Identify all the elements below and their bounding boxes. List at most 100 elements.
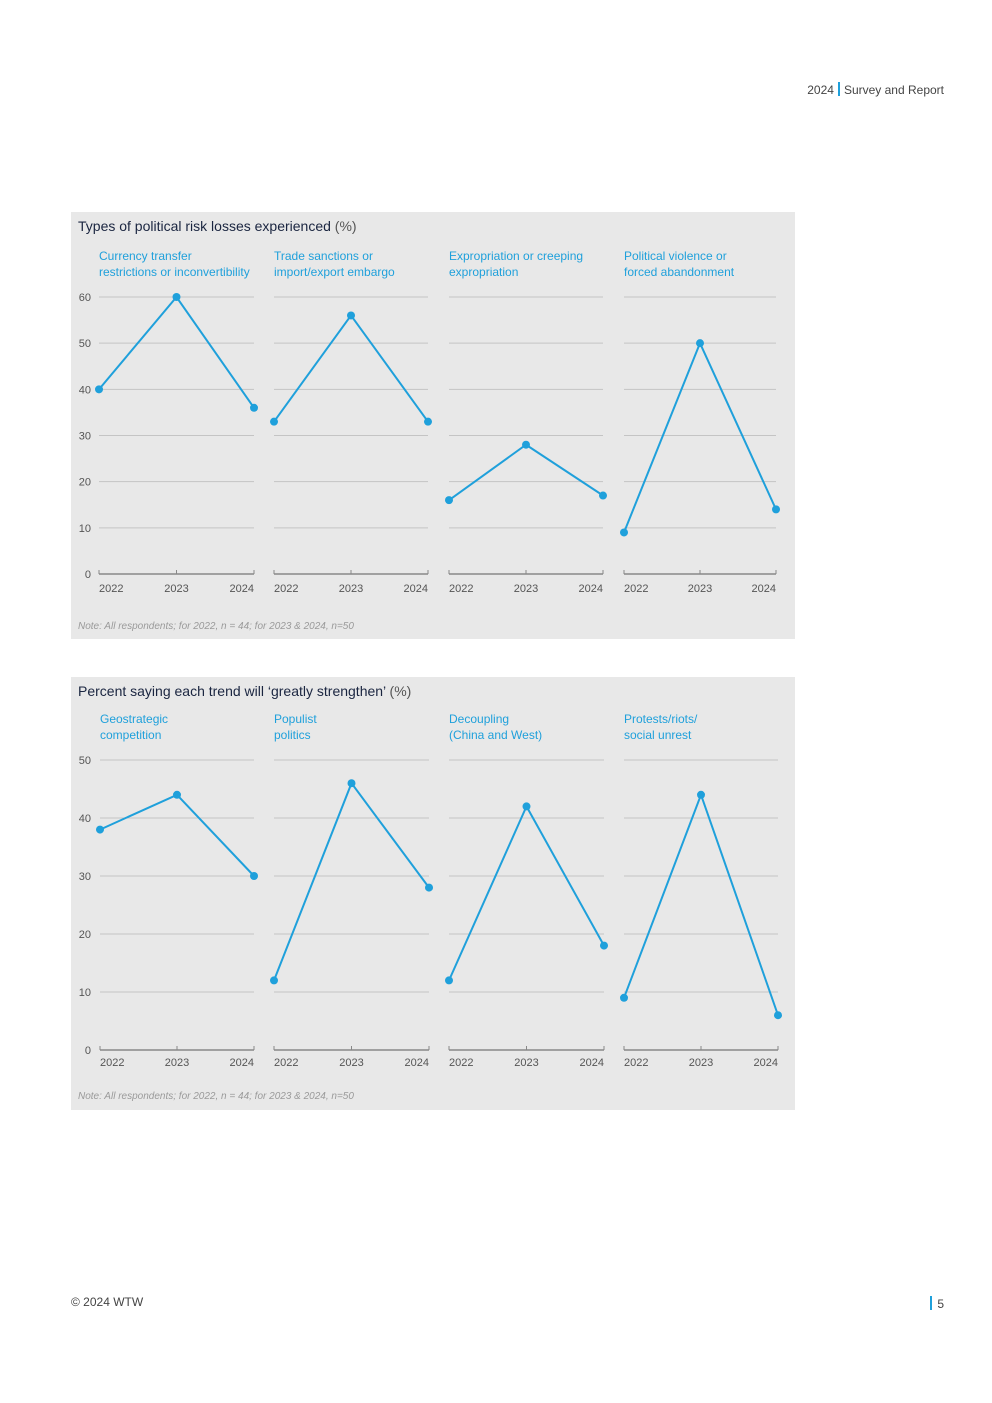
series-label: Trade sanctions or (274, 249, 373, 263)
y-tick-label: 50 (79, 338, 91, 350)
chart-title-text: Percent saying each trend will ‘greatly … (78, 683, 386, 699)
chart-svg: 0 10 20 30 40 50 Geostrategic competition 2022 20… (79, 712, 782, 1069)
footer-page-number: 5 (930, 1296, 944, 1311)
series-label: social unrest (624, 728, 692, 742)
data-point (270, 417, 278, 426)
x-tick-label: 2024 (405, 1057, 429, 1069)
chart-title-unit: (%) (389, 683, 412, 699)
x-tick-label: 2023 (689, 1057, 713, 1069)
x-tick-label: 2023 (165, 1057, 189, 1069)
series-label: Protests/riots/ (624, 712, 698, 726)
data-point (172, 293, 181, 301)
data-point (620, 993, 628, 1002)
series-line (623, 340, 777, 533)
series-label: Populist (274, 712, 317, 726)
data-point (697, 790, 705, 799)
x-tick-label: 2024 (230, 583, 254, 595)
header-year: 2024 (807, 83, 834, 97)
series-label: restrictions or inconvertibility (99, 265, 250, 279)
x-tick-label: 2022 (274, 583, 298, 595)
footer-copyright: © 2024 WTW (71, 1295, 144, 1309)
data-point (445, 496, 453, 505)
chart-title: Types of political risk losses experienc… (78, 218, 357, 234)
series-label: expropriation (449, 265, 518, 279)
header-divider (837, 82, 840, 96)
data-point (522, 802, 531, 811)
data-point (250, 403, 258, 412)
series-line (273, 781, 430, 981)
x-tick-label: 2023 (688, 583, 712, 595)
x-tick-label: 2024 (230, 1057, 254, 1069)
y-tick-label: 60 (79, 292, 91, 304)
series-label: politics (274, 728, 311, 742)
data-point (522, 440, 530, 449)
series-label: Currency transfer (99, 249, 192, 263)
chart-panel-political-risk-losses: Types of political risk losses experienc… (71, 212, 795, 639)
series-label: import/export embargo (274, 265, 395, 279)
chart-note: Note: All respondents; for 2022, n = 44;… (78, 621, 354, 632)
data-point (270, 976, 278, 985)
x-tick-label: 2023 (514, 1057, 538, 1069)
chart-title: Percent saying each trend will ‘greatly … (78, 683, 411, 699)
x-tick-label: 2023 (339, 583, 363, 595)
x-tick-label: 2023 (514, 583, 538, 595)
x-tick-label: 2024 (754, 1057, 778, 1069)
data-point (425, 883, 433, 892)
y-tick-label: 50 (79, 755, 91, 767)
series-label: Political violence or (624, 249, 727, 263)
chart-svg: 0 10 20 30 40 50 60 Currency transfer restrictio… (79, 249, 780, 595)
series-label: Decoupling (449, 712, 509, 726)
y-tick-label: 20 (79, 477, 91, 489)
series-label: Expropriation or creeping (449, 249, 583, 263)
data-point (599, 491, 607, 500)
data-point (173, 790, 181, 799)
data-point (424, 417, 432, 426)
x-tick-label: 2024 (579, 583, 603, 595)
series-line (448, 804, 605, 981)
y-tick-label: 0 (85, 569, 91, 581)
data-point (347, 779, 356, 788)
data-point (96, 825, 104, 834)
x-tick-label: 2024 (580, 1057, 604, 1069)
data-point (347, 311, 355, 320)
chart-title-text: Types of political risk losses experienc… (78, 218, 331, 234)
x-tick-label: 2022 (99, 583, 123, 595)
y-tick-label: 20 (79, 929, 91, 941)
y-tick-label: 40 (79, 384, 91, 396)
data-point (600, 941, 608, 950)
x-tick-label: 2022 (100, 1057, 124, 1069)
header-title: Survey and Report (843, 83, 944, 97)
x-tick-label: 2023 (339, 1057, 363, 1069)
series-line (448, 443, 604, 501)
data-point (250, 872, 258, 880)
series-line (623, 791, 779, 1016)
y-tick-label: 30 (79, 871, 91, 883)
series-label: forced abandonment (624, 265, 735, 279)
series-line (99, 793, 255, 877)
data-point (772, 505, 780, 514)
x-tick-label: 2022 (624, 1057, 648, 1069)
x-tick-label: 2022 (274, 1057, 298, 1069)
y-tick-label: 10 (79, 987, 91, 999)
y-tick-label: 0 (85, 1045, 91, 1057)
series-line (98, 295, 255, 409)
data-point (696, 339, 704, 348)
x-tick-label: 2022 (449, 583, 473, 595)
series-label: Geostrategic (100, 712, 168, 726)
data-point (445, 976, 453, 985)
page-number: 5 (937, 1297, 944, 1311)
x-tick-label: 2024 (404, 583, 428, 595)
x-tick-label: 2024 (752, 583, 776, 595)
chart-title-unit: (%) (334, 218, 357, 234)
y-tick-label: 30 (79, 431, 91, 443)
chart-panel-greatly-strengthen: Percent saying each trend will ‘greatly … (71, 677, 795, 1110)
series-line (273, 313, 429, 423)
data-point (774, 1011, 782, 1020)
x-tick-label: 2023 (164, 583, 188, 595)
data-point (95, 385, 103, 394)
series-label: competition (100, 728, 161, 742)
x-tick-label: 2022 (449, 1057, 473, 1069)
page-header: 2024 Survey and Report (807, 82, 944, 97)
series-label: (China and West) (449, 728, 542, 742)
x-tick-label: 2022 (624, 583, 648, 595)
